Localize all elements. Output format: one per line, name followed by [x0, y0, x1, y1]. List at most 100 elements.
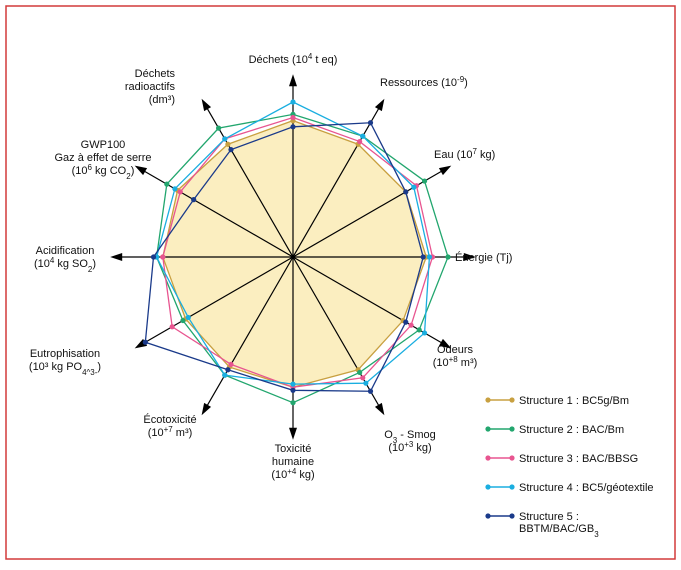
series-5-point-3 [420, 254, 426, 260]
axis-label-7-line-1: (10+7 m³) [148, 425, 193, 440]
legend-marker-start-4 [485, 484, 491, 490]
axis-label-2-line-0: Eau (107 kg) [434, 147, 495, 162]
axis-arrowhead-2 [438, 165, 452, 176]
axis-label-3: Énergie (Tj) [455, 251, 512, 264]
series-3-point-0 [290, 114, 296, 121]
series-2-point-3 [445, 254, 451, 260]
axis-arrowhead-9 [110, 253, 123, 261]
axis-label-9: Acidification(104 kg SO2) [34, 245, 96, 274]
series-4-point-10 [172, 186, 178, 192]
series-5-point-11 [228, 147, 234, 153]
chart-border [5, 5, 676, 560]
axis-label-4-line-0: Odeurs [437, 344, 474, 356]
series-3-point-10 [177, 189, 183, 195]
axis-label-7: Écotoxicité(10+7 m³) [143, 413, 196, 439]
axis-arrowhead-4 [438, 338, 452, 349]
series-5-point-0 [290, 124, 296, 130]
legend-label-3: Structure 3 : BAC/BBSG [519, 453, 638, 465]
axis-arrowhead-3 [463, 253, 476, 261]
axis-label-1: Ressources (10-9) [380, 75, 468, 90]
axis-arrowhead-11 [201, 98, 212, 112]
series-5-point-2 [403, 189, 409, 195]
series-4-point-6 [290, 381, 296, 387]
series-5-point-7 [225, 367, 231, 373]
legend-marker-end-4 [509, 484, 515, 490]
series-2-point-5 [357, 369, 363, 376]
axis-label-7-line-0: Écotoxicité [143, 413, 196, 426]
legend-marker-end-2 [509, 426, 515, 432]
axis-line-5 [292, 256, 384, 414]
axis-label-6-line-2: (10+4 kg) [271, 467, 314, 482]
axis-arrowhead-10 [134, 165, 148, 176]
series-4-point-4 [421, 330, 428, 336]
series-5-point-9 [150, 254, 157, 260]
legend-marker-start-2 [485, 426, 491, 432]
series-3-point-1 [357, 138, 363, 145]
axis-label-8-line-1: (10³ kg PO4^3-) [29, 361, 101, 377]
series-3-point-5 [360, 375, 366, 381]
series-2-point-4 [416, 327, 422, 333]
axis-label-9-line-0: Acidification [36, 245, 95, 257]
series-2-point-8 [180, 317, 186, 324]
series-4-point-1 [360, 133, 366, 139]
series-5-point-6 [290, 387, 296, 393]
axis-arrowhead-7 [201, 402, 212, 416]
series-2-point-2 [421, 178, 428, 184]
series-5-point-10 [191, 197, 197, 203]
axis-label-8: Eutrophisation(10³ kg PO4^3-) [29, 348, 101, 377]
series-group [142, 99, 451, 406]
axis-label-5-line-1: (10+3 kg) [388, 440, 431, 455]
axis-line-8 [136, 256, 294, 348]
series-5-point-5 [367, 388, 374, 394]
axis-line-1 [292, 100, 384, 258]
axis-arrowhead-1 [374, 98, 385, 112]
axis-label-4-line-1: (10+8 m³) [433, 355, 478, 370]
series-4-point-0 [290, 99, 296, 105]
series-4-point-2 [411, 184, 417, 190]
axis-label-9-line-1: (104 kg SO2) [34, 256, 96, 274]
axis-label-3-line-0: Énergie (Tj) [455, 251, 512, 264]
legend-label-5-line-0: Structure 5 : [519, 511, 579, 523]
legend-label-2: Structure 2 : BAC/Bm [519, 424, 624, 436]
legend-marker-start-1 [485, 397, 491, 403]
axis-label-5-line-0: O3 - Smog [384, 429, 436, 445]
series-4-point-11 [222, 136, 228, 142]
axis-label-1-line-0: Ressources (10-9) [380, 75, 468, 90]
axis-label-11-line-2: (dm³) [149, 94, 175, 106]
legend-marker-end-3 [509, 455, 515, 461]
axis-label-0: Déchets (104 t eq) [249, 52, 338, 67]
legend-label-5-line-1: BBTM/BAC/GB3 [519, 523, 599, 539]
axis-label-10-line-1: Gaz à effet de serre [54, 152, 151, 164]
axis-label-5: O3 - Smog(10+3 kg) [384, 429, 436, 454]
axis-arrowhead-6 [289, 427, 297, 440]
axis-label-8-line-0: Eutrophisation [30, 348, 100, 360]
series-2-point-11 [216, 125, 222, 131]
series-2-point-6 [290, 400, 296, 406]
axis-arrowhead-5 [374, 402, 385, 416]
legend-marker-start-3 [485, 455, 491, 461]
axis-labels-group: Déchets (104 t eq) Ressources (10-9) Eau (… [29, 52, 513, 482]
axis-line-10 [136, 166, 294, 258]
series-4-point-8 [185, 314, 191, 321]
series-4-point-5 [363, 380, 369, 386]
series-5-point-4 [403, 319, 409, 325]
series-5-point-8 [142, 339, 148, 345]
legend-marker-end-5 [509, 513, 515, 519]
axis-label-0-line-0: Déchets (104 t eq) [249, 52, 338, 67]
legend: Structure 1 : BC5g/Bm Structure 2 : BAC/B… [485, 395, 654, 539]
series-1-point-11 [225, 141, 231, 147]
axis-arrowhead-0 [289, 74, 297, 87]
legend-marker-start-5 [485, 513, 491, 519]
series-5-point-1 [367, 120, 374, 126]
legend-label-4: Structure 4 : BC5/géotextile [519, 482, 654, 494]
legend-marker-end-1 [509, 397, 515, 403]
legend-label-1: Structure 1 : BC5g/Bm [519, 395, 629, 407]
series-4-point-3 [426, 254, 432, 260]
series-3-point-7 [228, 361, 234, 367]
axis-label-11-line-1: radioactifs [125, 81, 176, 93]
